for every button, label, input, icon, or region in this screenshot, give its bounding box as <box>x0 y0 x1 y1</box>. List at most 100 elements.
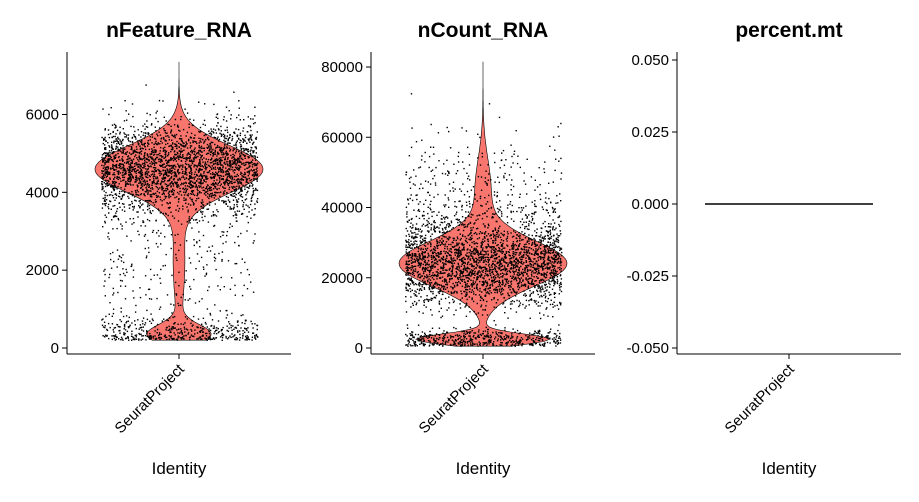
data-point <box>146 173 147 174</box>
data-point <box>164 336 165 337</box>
data-point <box>513 241 514 242</box>
data-point <box>194 333 195 334</box>
data-point <box>416 141 417 142</box>
data-point <box>157 246 158 247</box>
data-point <box>185 158 186 159</box>
data-point <box>485 290 486 291</box>
data-point <box>154 171 155 172</box>
data-point <box>206 273 207 274</box>
data-point <box>466 202 467 203</box>
data-point <box>453 227 454 228</box>
data-point <box>214 304 215 305</box>
data-point <box>210 330 211 331</box>
data-point <box>105 147 106 148</box>
data-point <box>104 182 105 183</box>
data-point <box>441 218 442 219</box>
data-point <box>228 142 229 143</box>
data-point <box>113 187 114 188</box>
data-point <box>105 215 106 216</box>
data-point <box>496 202 497 203</box>
data-point <box>119 326 120 327</box>
data-point <box>111 209 112 210</box>
data-point <box>102 108 103 109</box>
data-point <box>213 129 214 130</box>
data-point <box>406 268 407 269</box>
data-point <box>252 152 253 153</box>
data-point <box>134 171 135 172</box>
data-point <box>177 205 178 206</box>
data-point <box>161 156 162 157</box>
data-point <box>561 284 562 285</box>
data-point <box>488 264 489 265</box>
data-point <box>539 280 540 281</box>
data-point <box>177 187 178 188</box>
data-point <box>180 157 181 158</box>
data-point <box>255 338 256 339</box>
data-point <box>196 219 197 220</box>
data-point <box>133 177 134 178</box>
data-point <box>166 133 167 134</box>
data-point <box>149 186 150 187</box>
data-point <box>209 336 210 337</box>
data-point <box>156 133 157 134</box>
data-point <box>522 304 523 305</box>
data-point <box>178 155 179 156</box>
data-point <box>235 161 236 162</box>
data-point <box>112 252 113 253</box>
data-point <box>188 186 189 187</box>
data-point <box>210 162 211 163</box>
data-point <box>429 283 430 284</box>
data-point <box>251 155 252 156</box>
data-point <box>218 140 219 141</box>
data-point <box>121 143 122 144</box>
data-point <box>416 223 417 224</box>
data-point <box>239 334 240 335</box>
data-point <box>200 127 201 128</box>
data-point <box>233 92 234 93</box>
data-point <box>144 153 145 154</box>
data-point <box>216 155 217 156</box>
data-point <box>178 143 179 144</box>
data-point <box>104 177 105 178</box>
data-point <box>134 206 135 207</box>
data-point <box>175 209 176 210</box>
data-point <box>133 270 134 271</box>
data-point <box>105 295 106 296</box>
data-point <box>172 338 173 339</box>
data-point <box>165 183 166 184</box>
data-point <box>422 331 423 332</box>
data-point <box>234 155 235 156</box>
data-point <box>201 202 202 203</box>
data-point <box>136 339 137 340</box>
data-point <box>186 240 187 241</box>
data-point <box>205 191 206 192</box>
data-point <box>154 164 155 165</box>
data-point <box>231 183 232 184</box>
data-point <box>171 129 172 130</box>
data-point <box>121 198 122 199</box>
data-point <box>186 143 187 144</box>
data-point <box>520 259 521 260</box>
x-axis-label: Identity <box>456 459 511 478</box>
data-point <box>189 119 190 120</box>
data-point <box>526 246 527 247</box>
data-point <box>160 233 161 234</box>
data-point <box>469 245 470 246</box>
data-point <box>474 261 475 262</box>
data-point <box>499 226 500 227</box>
data-point <box>482 213 483 214</box>
data-point <box>504 312 505 313</box>
data-point <box>122 196 123 197</box>
data-point <box>539 312 540 313</box>
data-point <box>257 181 258 182</box>
data-point <box>248 183 249 184</box>
data-point <box>525 206 526 207</box>
data-point <box>218 171 219 172</box>
data-point <box>233 170 234 171</box>
data-point <box>159 153 160 154</box>
data-point <box>129 326 130 327</box>
data-point <box>463 230 464 231</box>
data-point <box>109 150 110 151</box>
data-point <box>110 259 111 260</box>
data-point <box>247 153 248 154</box>
